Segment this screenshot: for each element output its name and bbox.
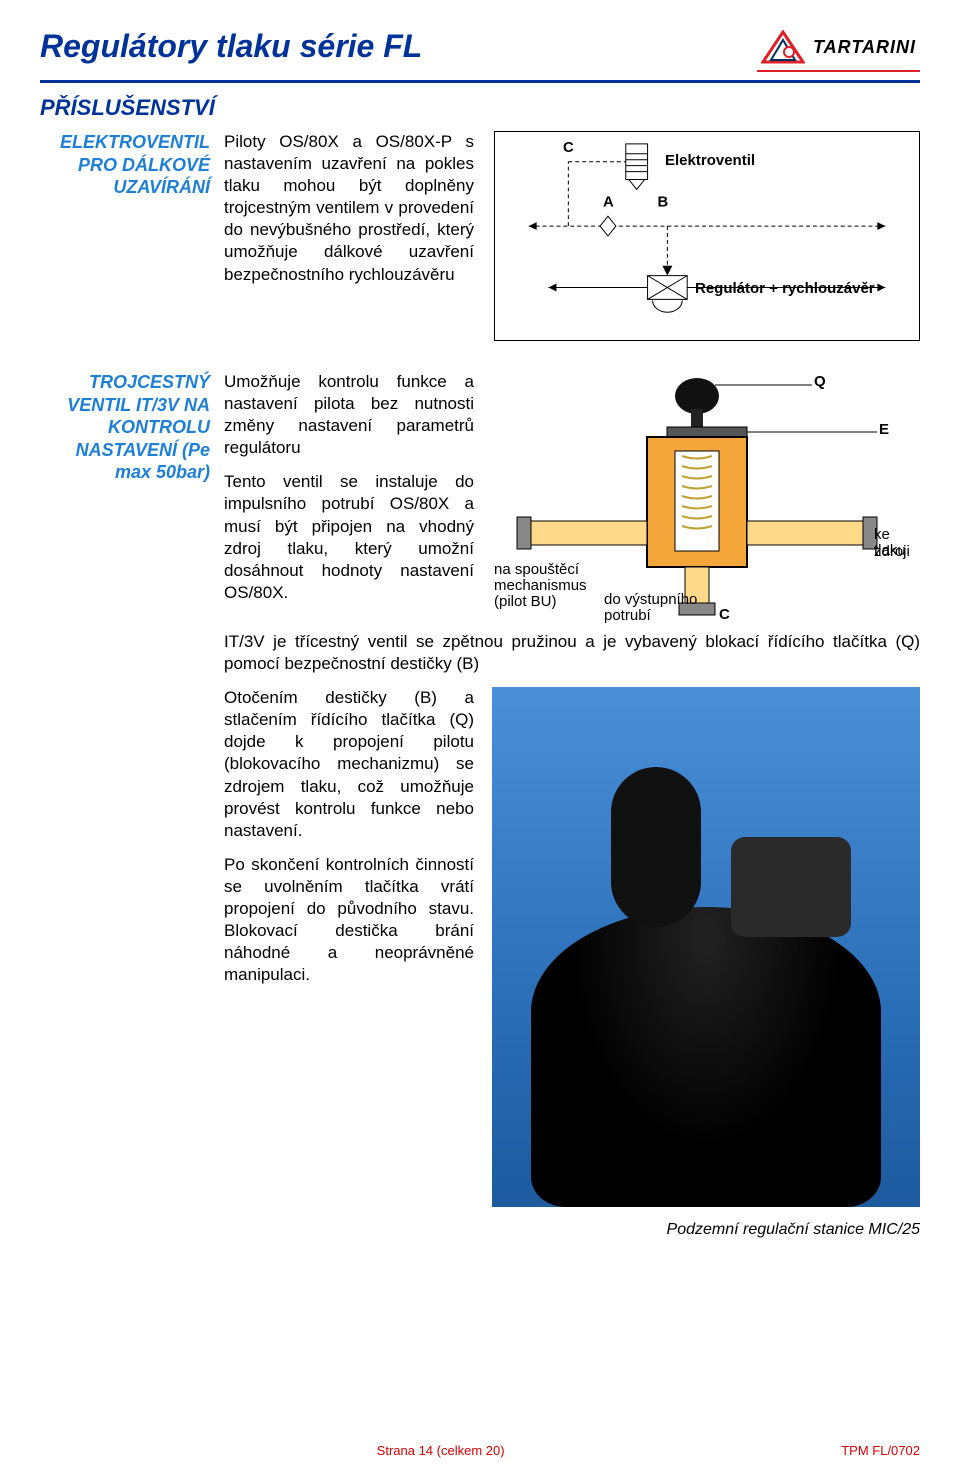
diagram2-left2: mechanismus (494, 577, 587, 594)
section-heading: PŘÍSLUŠENSTVÍ (40, 95, 920, 121)
header-rule (40, 80, 920, 83)
section-elektroventil: ELEKTROVENTIL PRO DÁLKOVÉ UZAVÍRÁNÍ Pilo… (40, 131, 920, 341)
brand-name: TARTARINI (813, 37, 916, 58)
footer-right: TPM FL/0702 (841, 1443, 920, 1458)
diagram2-right2: tlaku (874, 542, 906, 559)
side-line: TROJCESTNÝ (40, 371, 210, 394)
svg-text:C: C (563, 140, 574, 156)
diagram-it3v: Q E C na spouštěcí mechanismus (pilot BU… (494, 371, 920, 631)
page-footer: Strana 14 (celkem 20) TPM FL/0702 (0, 1443, 960, 1458)
product-photo (492, 687, 920, 1207)
diagram-label-elektroventil: Elektroventil (665, 152, 755, 169)
side-line: KONTROLU (40, 416, 210, 439)
section-trojcestny: TROJCESTNÝ VENTIL IT/3V NA KONTROLU NAST… (40, 371, 920, 1239)
side-line: NASTAVENÍ (Pe (40, 439, 210, 462)
diagram2-left3: (pilot BU) (494, 593, 557, 610)
photo-caption: Podzemní regulační stanice MIC/25 (224, 1221, 920, 1239)
page-header: Regulátory tlaku série FL TARTARINI (40, 28, 920, 78)
side-line: VENTIL IT/3V NA (40, 394, 210, 417)
svg-text:B: B (657, 194, 668, 210)
diagram-label-regulator: Regulátor + rychlouzávěr (695, 280, 875, 297)
diagram2-left1: na spouštěcí (494, 561, 579, 578)
brand-logo: TARTARINI (757, 28, 920, 72)
side-line: ELEKTROVENTIL (40, 131, 210, 154)
svg-text:A: A (603, 194, 614, 210)
logo-icon (761, 30, 805, 64)
diagram2-e: E (879, 421, 889, 438)
diagram2-mid1: do výstupního (604, 591, 697, 608)
side-line: PRO DÁLKOVÉ (40, 154, 210, 177)
footer-center: Strana 14 (celkem 20) (377, 1443, 505, 1458)
diagram2-q: Q (814, 373, 826, 390)
diagram-elektroventil: C A B (494, 131, 920, 341)
diagram2-c: C (719, 606, 730, 623)
section2-p5: Po skončení kontrolních činností se uvol… (224, 854, 474, 987)
section2-p2: Tento ventil se instaluje do impulsního … (224, 471, 474, 604)
section2-p4: Otočením destičky (B) a stlačením řídící… (224, 687, 474, 842)
side-label-1: ELEKTROVENTIL PRO DÁLKOVÉ UZAVÍRÁNÍ (40, 131, 210, 341)
diagram2-mid2: potrubí (604, 607, 651, 624)
section2-p3: IT/3V je třícestný ventil se zpětnou pru… (224, 631, 920, 675)
side-label-2: TROJCESTNÝ VENTIL IT/3V NA KONTROLU NAST… (40, 371, 210, 1239)
side-line: max 50bar) (40, 461, 210, 484)
page-title: Regulátory tlaku série FL (40, 28, 422, 65)
section2-p1: Umožňuje kontrolu funkce a nastavení pil… (224, 371, 474, 459)
section1-body: Piloty OS/80X a OS/80X-P s nastavením uz… (224, 131, 474, 341)
side-line: UZAVÍRÁNÍ (40, 176, 210, 199)
